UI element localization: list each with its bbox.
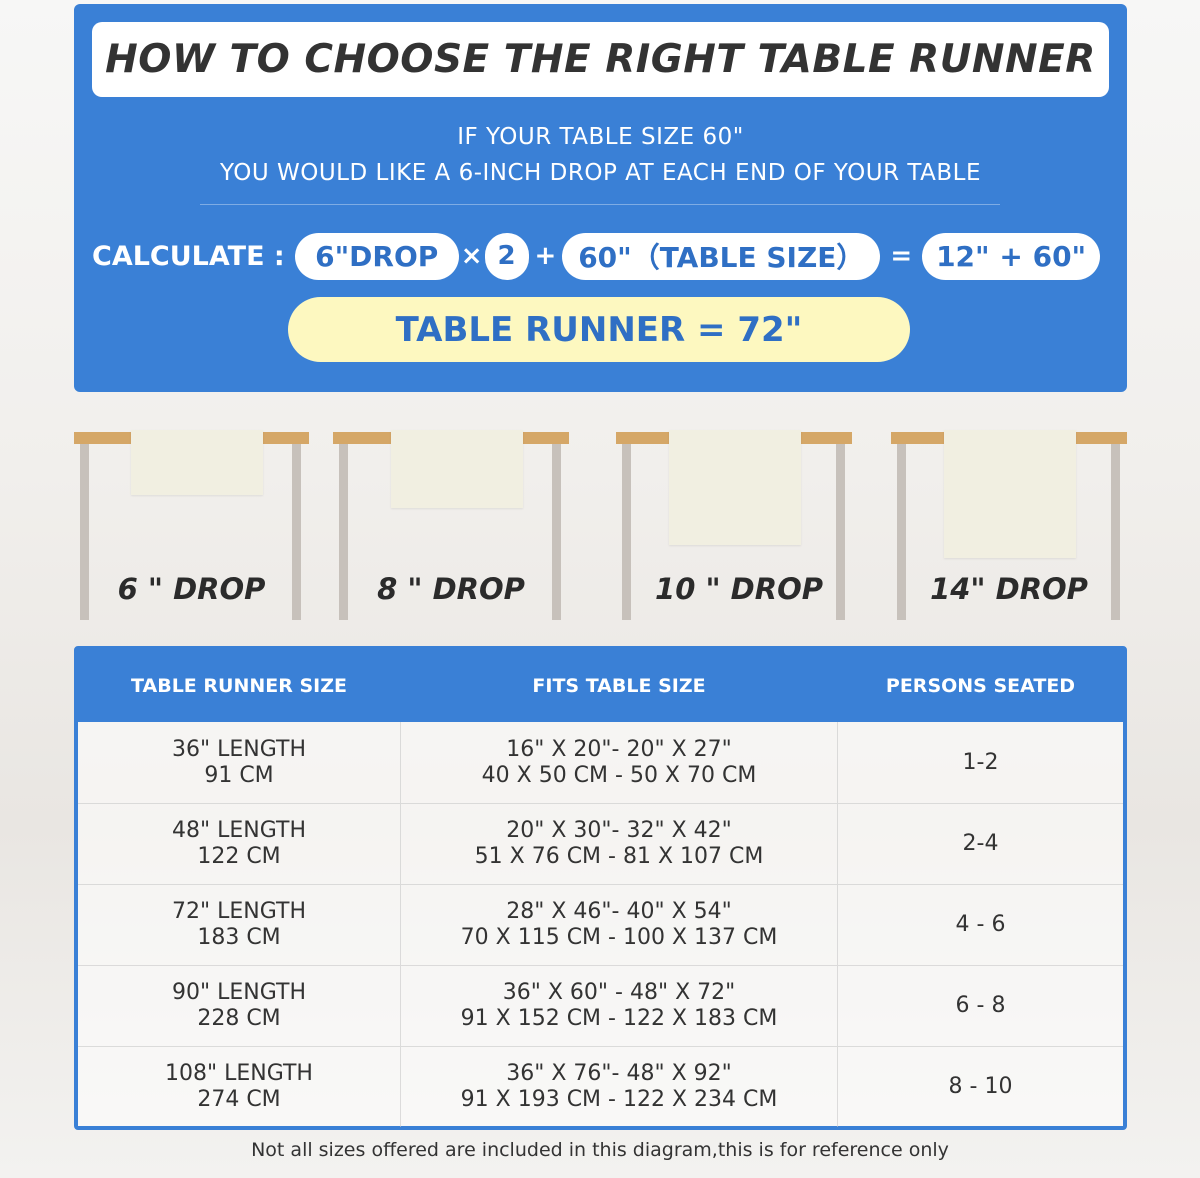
- times-sign: ×: [460, 241, 483, 271]
- header-persons-seated: PERSONS SEATED: [885, 675, 1076, 697]
- table-row: 48" LENGTH 122 CM 20" X 30"- 32" X 42" 51 X…: [78, 803, 1123, 884]
- runner-length: 48" LENGTH: [172, 818, 306, 843]
- fits-inches: 20" X 30"- 32" X 42": [506, 818, 732, 843]
- runner-length: 36" LENGTH: [172, 736, 306, 762]
- page-title: HOW TO CHOOSE THE RIGHT TABLE RUNNER: [92, 22, 1109, 97]
- header-runner-size: TABLE RUNNER SIZE: [131, 675, 347, 697]
- table-leg: [339, 444, 348, 620]
- persons-cell: 6 - 8: [838, 966, 1123, 1046]
- footer-note: Not all sizes offered are included in th…: [251, 1139, 949, 1161]
- runner-length: 90" LENGTH: [172, 980, 306, 1005]
- subtitle-line-2: YOU WOULD LIKE A 6-INCH DROP AT EACH END…: [219, 160, 982, 186]
- fits-cm: 51 X 76 CM - 81 X 107 CM: [474, 844, 764, 869]
- fits-inches: 16" X 20"- 20" X 27": [506, 736, 732, 762]
- equals-sign: =: [890, 241, 913, 271]
- fits-cm: 70 X 115 CM - 100 X 137 CM: [460, 925, 778, 950]
- table-leg: [80, 444, 89, 620]
- plus-sign: +: [534, 241, 557, 271]
- runner-cm: 274 CM: [197, 1087, 281, 1112]
- table-leg: [1111, 444, 1120, 620]
- sum-pill: 12" + 60": [922, 232, 1101, 280]
- runner-drop-8: [391, 430, 523, 508]
- table-row: 36" LENGTH 91 CM 16" X 20"- 20" X 27" 40 X …: [78, 722, 1123, 803]
- subtitle-line-1: IF YOUR TABLE SIZE 60": [457, 124, 744, 150]
- divider: [200, 204, 1000, 205]
- runner-size-cell: 48" LENGTH 122 CM: [78, 804, 400, 884]
- drop-label-8: 8 " DROP: [377, 572, 525, 606]
- runner-drop-10: [669, 430, 801, 545]
- table-row: 90" LENGTH 228 CM 36" X 60" - 48" X 72" 91 …: [78, 965, 1123, 1046]
- size-table: TABLE RUNNER SIZE FITS TABLE SIZE PERSON…: [74, 646, 1127, 1130]
- persons-seated: 1-2: [962, 749, 999, 775]
- result-pill: TABLE RUNNER = 72": [288, 297, 910, 362]
- fits-size-cell: 36" X 60" - 48" X 72" 91 X 152 CM - 122 X…: [400, 966, 838, 1046]
- runner-size-cell: 108" LENGTH 274 CM: [78, 1047, 400, 1127]
- fits-inches: 28" X 46"- 40" X 54": [506, 899, 732, 924]
- header-fits-table-size: FITS TABLE SIZE: [532, 675, 706, 697]
- runner-cm: 122 CM: [197, 844, 281, 869]
- persons-cell: 1-2: [838, 722, 1123, 803]
- runner-size-cell: 90" LENGTH 228 CM: [78, 966, 400, 1046]
- persons-cell: 4 - 6: [838, 885, 1123, 965]
- table-header: TABLE RUNNER SIZE FITS TABLE SIZE PERSON…: [78, 650, 1123, 722]
- fits-size-cell: 20" X 30"- 32" X 42" 51 X 76 CM - 81 X 10…: [400, 804, 838, 884]
- runner-drop-14: [944, 430, 1076, 558]
- runner-length: 72" LENGTH: [172, 899, 306, 924]
- fits-size-cell: 28" X 46"- 40" X 54" 70 X 115 CM - 100 X …: [400, 885, 838, 965]
- table-leg: [552, 444, 561, 620]
- table-size-pill: 60"（TABLE SIZE）: [562, 232, 881, 280]
- fits-cm: 91 X 152 CM - 122 X 183 CM: [460, 1006, 778, 1031]
- calculation-row: CALCULATE : 6"DROP × 2 + 60"（TABLE SIZE）…: [92, 232, 1101, 280]
- fits-size-cell: 36" X 76"- 48" X 92" 91 X 193 CM - 122 X …: [400, 1047, 838, 1127]
- runner-drop-6: [131, 430, 263, 495]
- persons-cell: 8 - 10: [838, 1047, 1123, 1127]
- persons-seated: 6 - 8: [955, 993, 1006, 1018]
- table-row: 72" LENGTH 183 CM 28" X 46"- 40" X 54" 70 X…: [78, 884, 1123, 965]
- table-leg: [836, 444, 845, 620]
- table-row: 108" LENGTH 274 CM 36" X 76"- 48" X 92" 91 …: [78, 1046, 1123, 1127]
- fits-size-cell: 16" X 20"- 20" X 27" 40 X 50 CM - 50 X 70…: [400, 722, 838, 803]
- calculate-label: CALCULATE :: [92, 240, 285, 272]
- runner-cm: 183 CM: [197, 925, 281, 950]
- persons-cell: 2-4: [838, 804, 1123, 884]
- table-leg: [897, 444, 906, 620]
- table-leg: [622, 444, 631, 620]
- runner-length: 108" LENGTH: [165, 1061, 313, 1086]
- fits-inches: 36" X 60" - 48" X 72": [502, 980, 736, 1005]
- persons-seated: 2-4: [962, 831, 999, 856]
- fits-cm: 91 X 193 CM - 122 X 234 CM: [460, 1087, 778, 1112]
- drop-label-10: 10 " DROP: [655, 572, 823, 606]
- drop-label-14: 14" DROP: [930, 572, 1088, 606]
- persons-seated: 8 - 10: [948, 1074, 1013, 1099]
- runner-size-cell: 36" LENGTH 91 CM: [78, 722, 400, 803]
- fits-cm: 40 X 50 CM - 50 X 70 CM: [481, 762, 757, 788]
- runner-size-cell: 72" LENGTH 183 CM: [78, 885, 400, 965]
- fits-inches: 36" X 76"- 48" X 92": [506, 1061, 732, 1086]
- persons-seated: 4 - 6: [955, 912, 1006, 937]
- drop-label-6: 6 " DROP: [117, 572, 266, 606]
- runner-cm: 228 CM: [197, 1006, 281, 1031]
- runner-cm: 91 CM: [204, 762, 274, 788]
- table-leg: [292, 444, 301, 620]
- drop-pill: 6"DROP: [294, 232, 459, 280]
- multiplier-pill: 2: [484, 232, 529, 280]
